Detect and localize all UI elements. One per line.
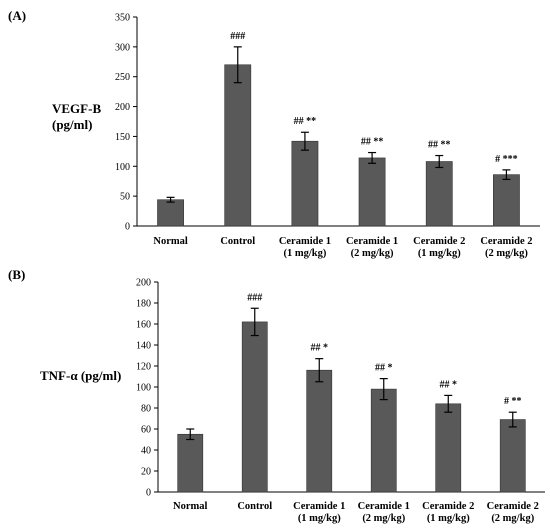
significance-label: ### [247, 292, 262, 303]
bar [224, 64, 252, 227]
panel-label: (A) [8, 8, 26, 23]
x-tick-label: Ceramide 1 [358, 501, 410, 512]
significance-label: ### [230, 31, 245, 42]
x-tick-label: (1 mg/kg) [298, 513, 341, 524]
y-tick-label: 40 [141, 446, 151, 457]
x-tick-label: (2 mg/kg) [485, 248, 528, 259]
y-tick-label: 120 [136, 362, 151, 373]
x-tick-label: (1 mg/kg) [418, 248, 461, 259]
y-tick-label: 50 [120, 192, 130, 203]
x-tick-label: (2 mg/kg) [491, 513, 534, 524]
bar [358, 157, 386, 227]
bar [370, 388, 397, 493]
x-tick-label: Normal [173, 501, 207, 512]
significance-label: ## * [311, 343, 329, 354]
significance-label: ## ** [294, 116, 317, 127]
x-tick-label: (1 mg/kg) [427, 513, 470, 524]
x-tick-label: Normal [153, 236, 187, 247]
y-tick-label: 160 [136, 320, 151, 331]
y-tick-label: 200 [136, 278, 151, 289]
x-tick-label: Ceramide 1 [293, 501, 345, 512]
x-tick-label: Control [237, 501, 272, 512]
x-tick-label: Ceramide 1 [346, 236, 398, 247]
y-tick-label: 60 [141, 425, 151, 436]
bar [306, 369, 333, 493]
y-tick-label: 100 [136, 383, 151, 394]
y-tick-label: 150 [115, 132, 130, 143]
y-tick-label: 250 [115, 72, 130, 83]
x-tick-label: (2 mg/kg) [351, 248, 394, 259]
chart-panel-b: (B) TNF-α (pg/ml) 0 20 40 60 80 100 120 140 160 180… [8, 267, 545, 524]
bar [435, 403, 462, 493]
x-tick-label: (2 mg/kg) [362, 513, 405, 524]
significance-label: ## * [375, 363, 393, 374]
chart-panel-a: (A) VEGF-B(pg/ml) 0 50 100 150 200 250 300 350 Nor… [8, 8, 540, 259]
significance-label: ## ** [428, 140, 451, 151]
y-tick-label: 180 [136, 299, 151, 310]
panel-label: (B) [8, 267, 25, 282]
y-axis-label: (pg/ml) [52, 117, 92, 132]
y-axis-label: TNF-α (pg/ml) [40, 368, 121, 383]
x-tick-label: Control [220, 236, 255, 247]
x-tick-label: Ceramide 2 [480, 236, 532, 247]
x-tick-label: Ceramide 2 [413, 236, 465, 247]
bar [499, 419, 526, 493]
y-tick-label: 200 [115, 102, 130, 113]
y-tick-label: 100 [115, 162, 130, 173]
bar [291, 140, 319, 227]
bar [493, 174, 520, 227]
bar [157, 199, 184, 227]
y-axis-label: VEGF-B [52, 101, 101, 116]
y-tick-label: 140 [136, 341, 151, 352]
y-tick-label: 350 [115, 13, 130, 24]
y-tick-label: 300 [115, 42, 130, 53]
significance-label: # ** [504, 396, 522, 407]
x-tick-label: (1 mg/kg) [283, 248, 326, 259]
bar [425, 161, 453, 227]
x-tick-label: Ceramide 2 [487, 501, 539, 512]
x-tick-label: Ceramide 2 [422, 501, 474, 512]
significance-label: ## * [440, 379, 458, 390]
x-tick-label: Ceramide 1 [279, 236, 331, 247]
bar [177, 433, 204, 493]
significance-label: # *** [495, 154, 518, 165]
bar [241, 321, 268, 493]
y-tick-label: 0 [125, 222, 130, 233]
y-tick-label: 20 [141, 467, 151, 478]
y-tick-label: 80 [141, 404, 151, 415]
significance-label: ## ** [361, 137, 384, 148]
y-tick-label: 0 [146, 488, 151, 499]
